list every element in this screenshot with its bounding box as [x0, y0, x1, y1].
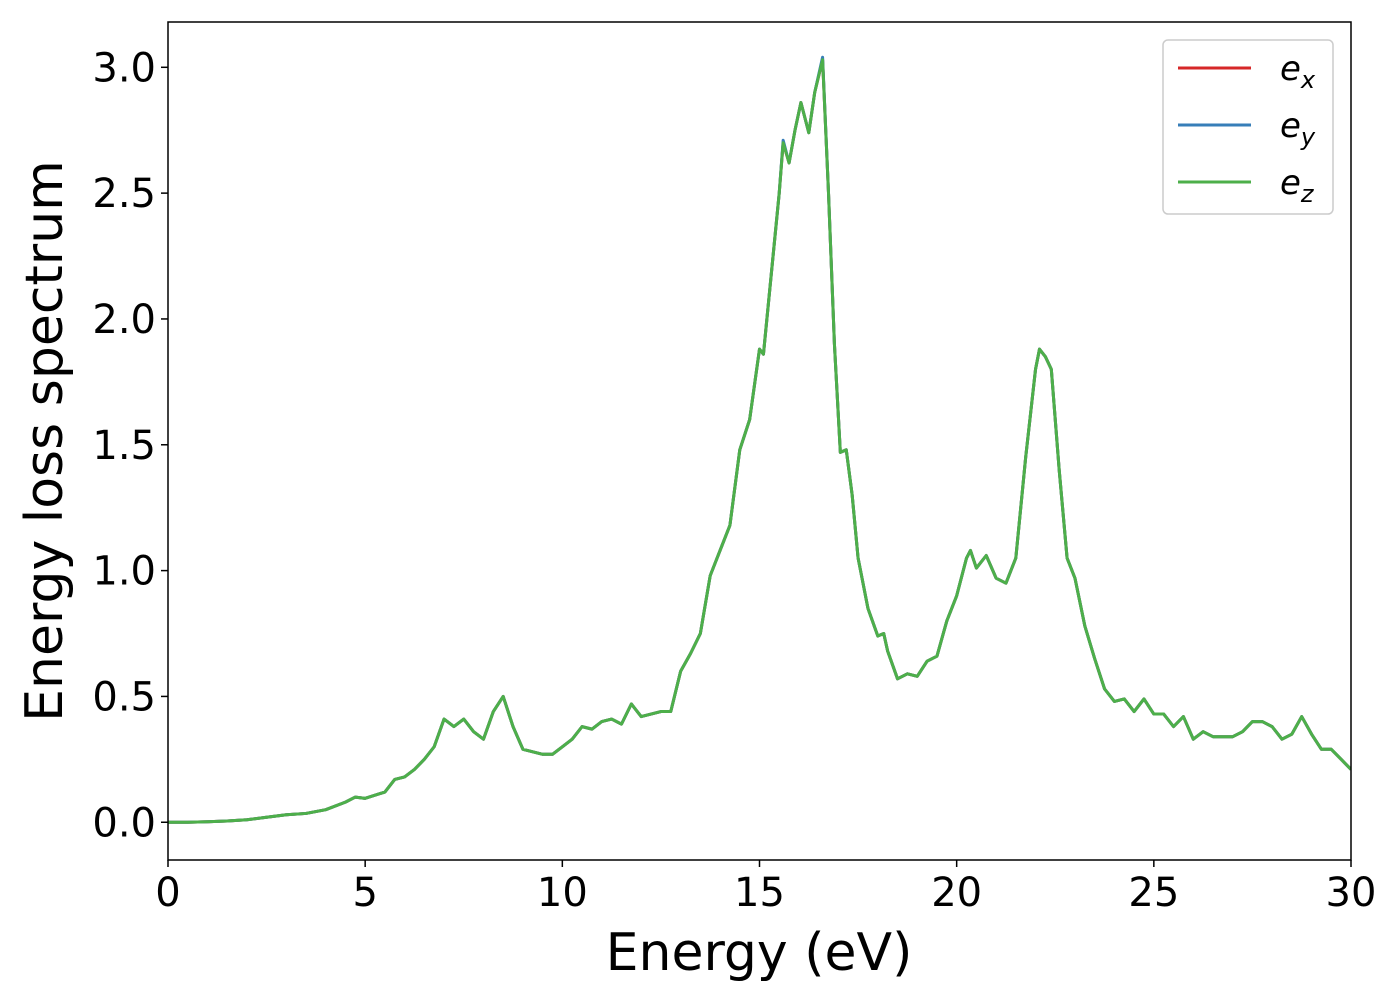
legend-label: ey [1280, 106, 1316, 151]
y-tick-label: 0.5 [92, 674, 156, 720]
x-tick-label: 0 [155, 870, 180, 916]
y-tick-label: 0.0 [92, 800, 156, 846]
legend-label: ex [1280, 49, 1316, 94]
x-tick-label: 25 [1128, 870, 1179, 916]
x-tick-label: 20 [931, 870, 982, 916]
x-tick-label: 15 [734, 870, 785, 916]
y-tick-label: 1.5 [92, 423, 156, 469]
plot-frame [167, 21, 1352, 861]
legend-label: ez [1280, 163, 1315, 208]
x-axis-label: Energy (eV) [606, 923, 913, 983]
legend-box [1162, 39, 1334, 215]
y-tick-label: 2.5 [92, 171, 156, 217]
y-axis-label: Energy loss spectrum [15, 160, 75, 722]
x-tick-label: 5 [352, 870, 377, 916]
y-tick-label: 1.0 [92, 549, 156, 595]
series-line [168, 58, 1351, 824]
x-tick-label: 30 [1326, 870, 1377, 916]
y-tick-label: 2.0 [92, 297, 156, 343]
y-tick-label: 3.0 [92, 45, 156, 91]
x-tick-label: 10 [537, 870, 588, 916]
